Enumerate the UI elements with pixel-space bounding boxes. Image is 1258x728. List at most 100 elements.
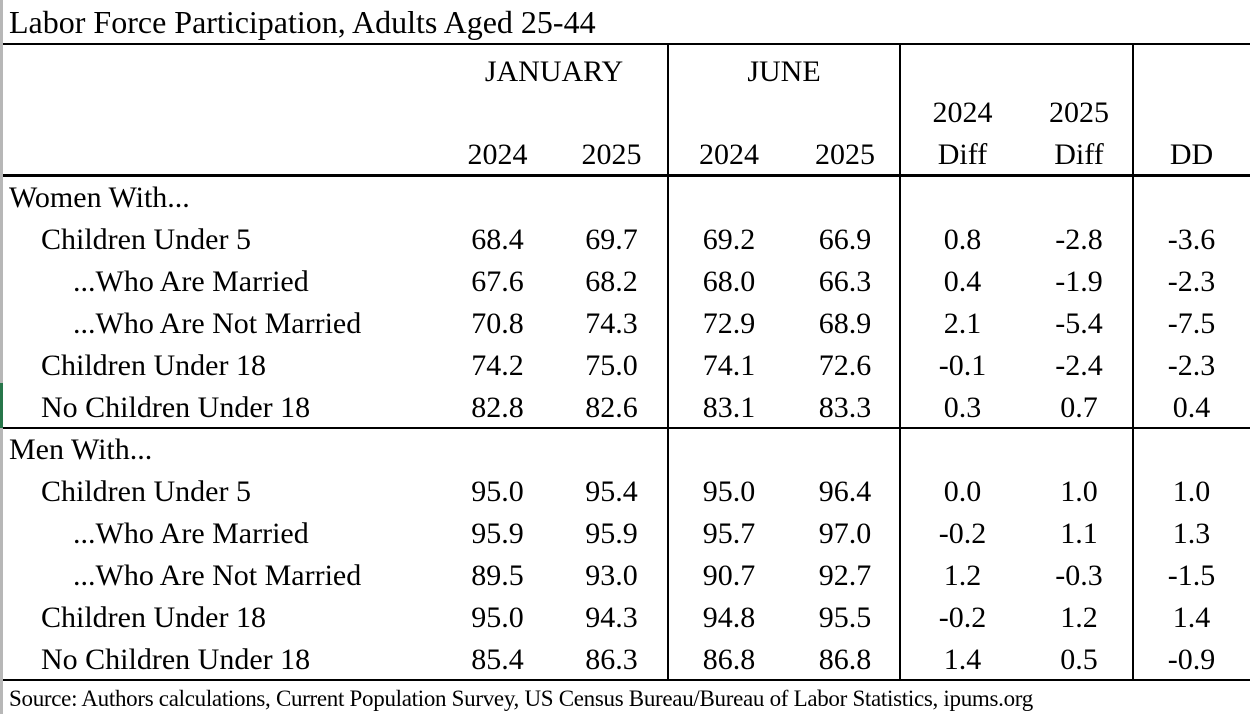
col-header-jan-2024: 2024 [467, 138, 528, 171]
row-label: No Children Under 18 [41, 643, 311, 676]
col-header-diff-2024-label: Diff [937, 138, 988, 171]
col-header-june-2024: 2024 [699, 138, 759, 171]
cell-jan-2024: 82.8 [471, 391, 524, 424]
col-header-june-2025: 2025 [815, 138, 875, 171]
cell-diff-2025: -5.4 [1055, 307, 1103, 340]
cell-dd: 1.0 [1172, 475, 1211, 508]
cell-june-2025: 66.9 [818, 223, 872, 256]
table-row: Children Under 18 95.0 94.3 94.8 95.5 -0… [3, 597, 1250, 639]
row-label: ...Who Are Married [73, 265, 309, 298]
cell-jan-2025: 95.9 [585, 517, 638, 550]
cell-jan-2024: 95.0 [471, 475, 524, 508]
header-label-spacer [3, 44, 440, 177]
cell-diff-2025: -0.3 [1055, 559, 1103, 592]
cell-diff-2024: -0.2 [938, 601, 987, 634]
cell-diff-2024: 2.1 [943, 307, 982, 340]
cell-dd: -2.3 [1167, 265, 1216, 298]
title-underline [3, 43, 1250, 45]
cell-dd: -7.5 [1167, 307, 1216, 340]
header-dd: DD [1133, 44, 1250, 177]
cell-diff-2024: -0.2 [938, 517, 987, 550]
cell-dd: 1.3 [1172, 517, 1211, 550]
cell-june-2024: 72.9 [702, 307, 756, 340]
cell-diff-2024: 0.8 [943, 223, 982, 256]
cell-diff-2024: -0.1 [938, 349, 987, 382]
header-group-diff: 2024 2025 Diff Diff [900, 44, 1133, 177]
cell-june-2024: 94.8 [702, 601, 756, 634]
cell-jan-2024: 95.9 [471, 517, 524, 550]
col-header-diff-2025-label: Diff [1054, 138, 1104, 171]
cell-dd: -3.6 [1167, 223, 1216, 256]
table-row: ...Who Are Married 67.6 68.2 68.0 66.3 0… [3, 261, 1250, 303]
cell-dd: 1.4 [1172, 601, 1211, 634]
cell-june-2024: 69.2 [702, 223, 756, 256]
col-header-jan-2025: 2025 [581, 138, 642, 171]
table-title: Labor Force Participation, Adults Aged 2… [9, 4, 596, 40]
cell-jan-2024: 67.6 [471, 265, 524, 298]
row-label: No Children Under 18 [41, 391, 311, 424]
cell-diff-2025: 0.7 [1060, 391, 1098, 424]
column-divider-jan-june [667, 43, 669, 681]
cell-jan-2025: 94.3 [585, 601, 638, 634]
table-row: No Children Under 18 82.8 82.6 83.1 83.3… [3, 387, 1250, 429]
cell-diff-2025: -2.8 [1055, 223, 1103, 256]
table-row: ...Who Are Not Married 70.8 74.3 72.9 68… [3, 303, 1250, 345]
section-header-men: Men With... [9, 433, 153, 466]
cell-june-2024: 68.0 [702, 265, 756, 298]
cell-jan-2024: 85.4 [471, 643, 524, 676]
cell-jan-2024: 68.4 [471, 223, 524, 256]
row-label: ...Who Are Not Married [73, 307, 362, 340]
row-label: Children Under 5 [41, 223, 251, 256]
table-row: ...Who Are Not Married 89.5 93.0 90.7 92… [3, 555, 1250, 597]
table-header: JANUARY 2024 2025 JUNE 2024 2025 2024 20… [3, 44, 1250, 177]
spreadsheet-edge-strip [0, 0, 3, 714]
cell-diff-2025: 1.2 [1060, 601, 1098, 634]
col-header-diff-2025-year: 2025 [1049, 96, 1109, 129]
row-label: ...Who Are Married [73, 517, 309, 550]
cell-june-2025: 96.4 [818, 475, 872, 508]
cell-diff-2025: -2.4 [1055, 349, 1103, 382]
table-row: Children Under 5 95.0 95.4 95.0 96.4 0.0… [3, 471, 1250, 513]
cell-diff-2025: 1.1 [1060, 517, 1098, 550]
column-divider-june-diff [899, 43, 901, 681]
cell-jan-2024: 95.0 [471, 601, 524, 634]
june-group-label: JUNE [747, 55, 821, 88]
cell-jan-2024: 89.5 [471, 559, 524, 592]
cell-diff-2024: 1.4 [943, 643, 982, 676]
cell-june-2025: 86.8 [818, 643, 872, 676]
cell-june-2025: 95.5 [818, 601, 872, 634]
cell-diff-2025: 0.5 [1060, 643, 1098, 676]
cell-jan-2025: 93.0 [585, 559, 638, 592]
cell-jan-2025: 74.3 [585, 307, 638, 340]
cell-june-2025: 92.7 [818, 559, 872, 592]
cell-diff-2025: 1.0 [1060, 475, 1098, 508]
cell-diff-2024: 0.4 [943, 265, 982, 298]
row-label: ...Who Are Not Married [73, 559, 362, 592]
cell-june-2024: 95.7 [702, 517, 756, 550]
cell-june-2024: 90.7 [702, 559, 756, 592]
cell-dd: -1.5 [1167, 559, 1216, 592]
cell-jan-2024: 74.2 [471, 349, 524, 382]
cell-june-2025: 83.3 [818, 391, 872, 424]
cell-jan-2025: 82.6 [585, 391, 638, 424]
row-label: Children Under 5 [41, 475, 251, 508]
cell-june-2024: 95.0 [702, 475, 756, 508]
source-top-rule [3, 679, 1250, 681]
cell-dd: -0.9 [1167, 643, 1216, 676]
row-label: Children Under 18 [41, 601, 266, 634]
table-row: Children Under 5 68.4 69.7 69.2 66.9 0.8… [3, 219, 1250, 261]
cell-dd: -2.3 [1167, 349, 1216, 382]
source-note: Source: Authors calculations, Current Po… [9, 686, 1033, 711]
cell-june-2024: 86.8 [702, 643, 756, 676]
cell-diff-2024: 0.0 [943, 475, 982, 508]
cell-diff-2025: -1.9 [1055, 265, 1103, 298]
cell-dd: 0.4 [1172, 391, 1211, 424]
cell-jan-2025: 68.2 [585, 265, 638, 298]
spreadsheet-edge-selection-mark [0, 383, 3, 428]
header-group-january: JANUARY 2024 2025 [440, 44, 668, 177]
january-group-label: JANUARY [484, 55, 624, 88]
cell-jan-2024: 70.8 [471, 307, 524, 340]
column-divider-diff-dd [1132, 43, 1134, 681]
section-header-women: Women With... [9, 181, 190, 214]
